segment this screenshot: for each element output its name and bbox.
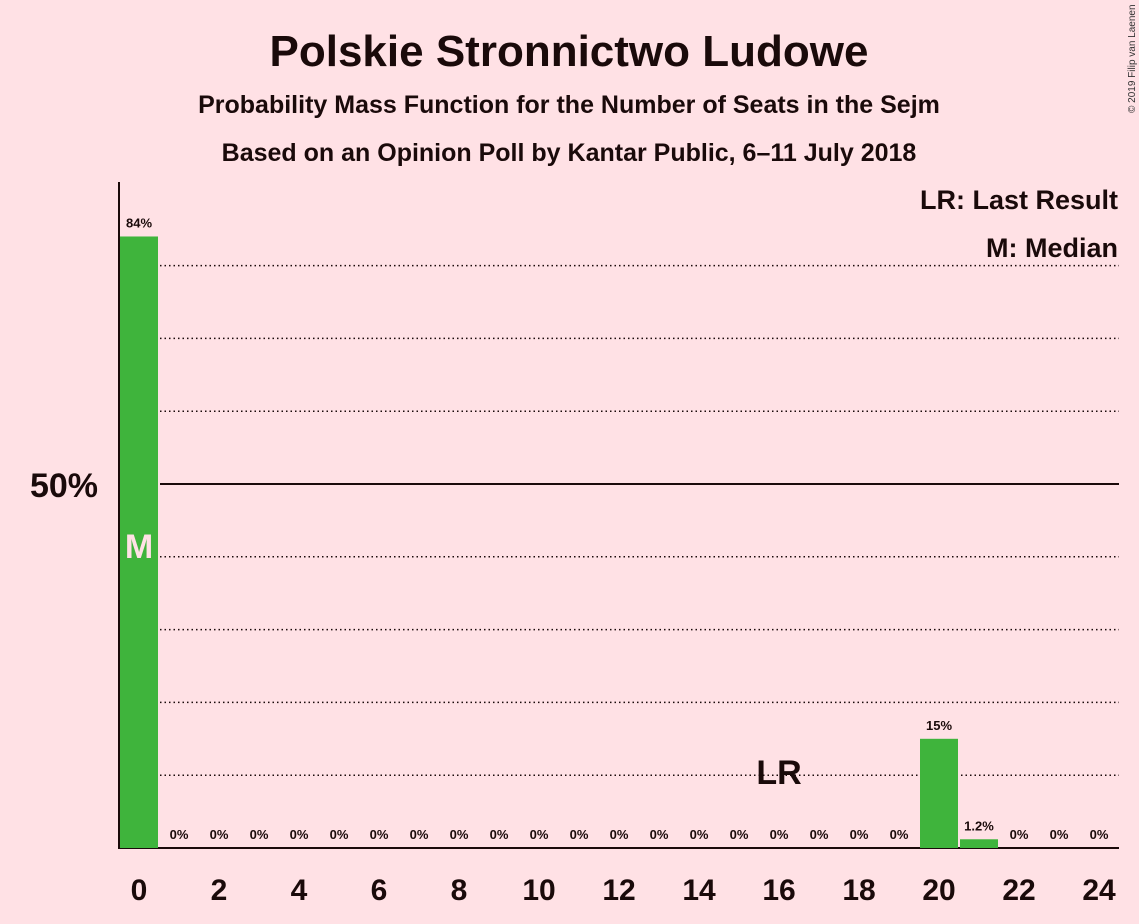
data-label: 0%: [1050, 827, 1069, 842]
data-label: 0%: [410, 827, 429, 842]
x-tick-label: 10: [522, 874, 555, 907]
data-label: 84%: [126, 215, 152, 230]
data-label: 0%: [610, 827, 629, 842]
x-tick-label: 14: [682, 874, 716, 907]
x-tick-label: 4: [291, 874, 308, 907]
x-tick-label: 2: [211, 874, 228, 907]
data-label: 0%: [210, 827, 229, 842]
gridlines: [160, 264, 1119, 776]
data-label: 1.2%: [964, 818, 994, 833]
copyright-text: © 2019 Filip van Laenen: [1127, 4, 1138, 113]
data-label: 0%: [850, 827, 869, 842]
data-label: 0%: [1090, 827, 1109, 842]
data-label: 0%: [690, 827, 709, 842]
bar: [120, 236, 158, 849]
bar: [960, 839, 998, 848]
x-tick-label: 16: [762, 874, 795, 907]
x-tick-label: 0: [131, 874, 148, 907]
data-labels: 84% 0% 0% 0% 0% 0% 0% 0% 0% 0% 0% 0% 0% 0% 0% 0% 0% 0% 0% 0…: [125, 215, 1109, 842]
data-label: 0%: [250, 827, 269, 842]
data-label: 0%: [290, 827, 309, 842]
x-tick-label: 24: [1082, 874, 1116, 907]
data-label: 0%: [530, 827, 549, 842]
x-tick-labels: 0 2 4 6 8 10 12 14 16 18 20 22 24: [131, 874, 1116, 907]
data-label: 0%: [770, 827, 789, 842]
x-tick-label: 18: [842, 874, 875, 907]
y-tick-label-50: 50%: [30, 467, 98, 505]
chart-subtitle-poll: Based on an Opinion Poll by Kantar Publi…: [222, 139, 917, 167]
data-label: 0%: [450, 827, 469, 842]
data-label: 0%: [650, 827, 669, 842]
data-label: 0%: [370, 827, 389, 842]
data-label: 0%: [1010, 827, 1029, 842]
x-tick-label: 6: [371, 874, 388, 907]
x-tick-label: 8: [451, 874, 468, 907]
data-label: 0%: [330, 827, 349, 842]
data-label: 0%: [730, 827, 749, 842]
data-label: 0%: [890, 827, 909, 842]
legend-last-result: LR: Last Result: [920, 185, 1118, 215]
x-tick-label: 20: [922, 874, 955, 907]
bar: [920, 738, 958, 848]
last-result-marker: LR: [756, 754, 801, 792]
chart-title: Polskie Stronnictwo Ludowe: [270, 27, 869, 76]
data-label: 0%: [810, 827, 829, 842]
data-label: 15%: [926, 718, 952, 733]
x-tick-label: 12: [602, 874, 635, 907]
data-label: 0%: [490, 827, 509, 842]
x-tick-label: 22: [1002, 874, 1035, 907]
legend-median: M: Median: [986, 233, 1118, 263]
median-marker: M: [125, 528, 153, 566]
chart-subtitle: Probability Mass Function for the Number…: [198, 91, 940, 119]
bars: [120, 236, 998, 849]
data-label: 0%: [570, 827, 589, 842]
data-label: 0%: [170, 827, 189, 842]
